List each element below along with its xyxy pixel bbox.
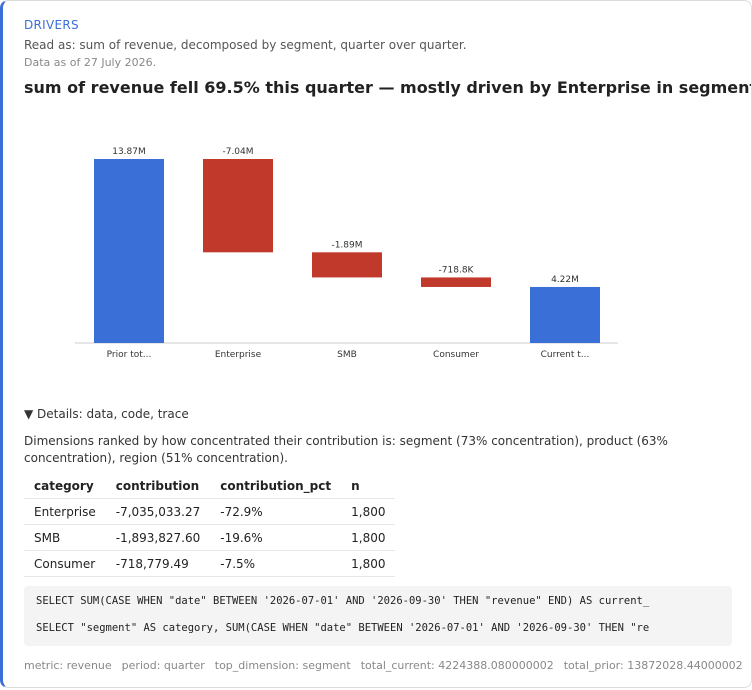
value-label: 4.22M — [551, 275, 579, 285]
table-cell: Enterprise — [24, 498, 106, 525]
value-label: -7.04M — [222, 147, 253, 157]
table-cell: -718,779.49 — [105, 550, 211, 577]
value-label: 13.87M — [112, 147, 146, 157]
eyebrow: DRIVERS — [24, 18, 79, 32]
details-toggle[interactable]: ▼ Details: data, code, trace — [24, 407, 189, 421]
table-cell: -72.9% — [210, 498, 342, 525]
column-header: n — [341, 473, 396, 499]
code-block: SELECT SUM(CASE WHEN "date" BETWEEN '202… — [24, 586, 732, 646]
table-cell: 1,800 — [341, 498, 396, 525]
code-line: SELECT SUM(CASE WHEN "date" BETWEEN '202… — [36, 595, 650, 607]
x-tick-label: Current t... — [541, 350, 590, 360]
table-row: Enterprise -7,035,033.27 -72.9% 1,800 — [24, 498, 396, 525]
as-of: Data as of 27 July 2026. — [24, 56, 157, 69]
bar — [530, 286, 600, 343]
table-cell: SMB — [24, 524, 106, 551]
bar — [312, 252, 382, 278]
column-header: category — [24, 473, 106, 499]
data-table: category contribution contribution_pct n Ent… — [24, 473, 396, 577]
table-row: Consumer -718,779.49 -7.5% 1,800 — [24, 550, 396, 577]
footer-item: metric: revenue — [24, 659, 112, 672]
read-as: Read as: sum of revenue, decomposed by s… — [24, 38, 467, 52]
footer: metric: revenue period: quarter top_dimens… — [24, 659, 751, 672]
table-row: SMB -1,893,827.60 -19.6% 1,800 — [24, 524, 396, 551]
value-label: -1.89M — [331, 240, 362, 250]
bar — [203, 159, 273, 253]
details-text: Dimensions ranked by how concentrated th… — [24, 434, 668, 465]
table-cell: 1,800 — [341, 550, 396, 577]
footer-item: total_prior: 13872028.44000002 — [563, 659, 743, 672]
table-cell: 1,800 — [341, 524, 396, 551]
table-cell: -19.6% — [210, 524, 342, 551]
table-cell: -1,893,827.60 — [105, 524, 211, 551]
x-tick-label: SMB — [337, 350, 357, 360]
column-header: contribution_pct — [210, 473, 342, 499]
column-header: contribution — [105, 473, 211, 499]
headline: sum of revenue fell 69.5% this quarter —… — [24, 78, 752, 97]
footer-item: top_dimension: segment — [214, 659, 351, 672]
bar — [94, 159, 164, 343]
chart: 13.87M Prior tot... -7.04M Enterprise -1.89M… — [75, 147, 618, 360]
footer-item: period: quarter — [121, 659, 205, 672]
table-cell: -7.5% — [210, 550, 342, 577]
table-cell: -7,035,033.27 — [105, 498, 211, 525]
x-tick-label: Prior tot... — [107, 350, 152, 360]
x-tick-label: Consumer — [433, 350, 479, 360]
x-tick-label: Enterprise — [215, 350, 262, 360]
value-label: -718.8K — [439, 265, 475, 275]
code-line: SELECT "segment" AS category, SUM(CASE W… — [36, 622, 650, 634]
footer-item: total_current: 4224388.080000002 — [360, 659, 554, 672]
bar — [421, 277, 491, 287]
table-cell: Consumer — [24, 550, 106, 577]
